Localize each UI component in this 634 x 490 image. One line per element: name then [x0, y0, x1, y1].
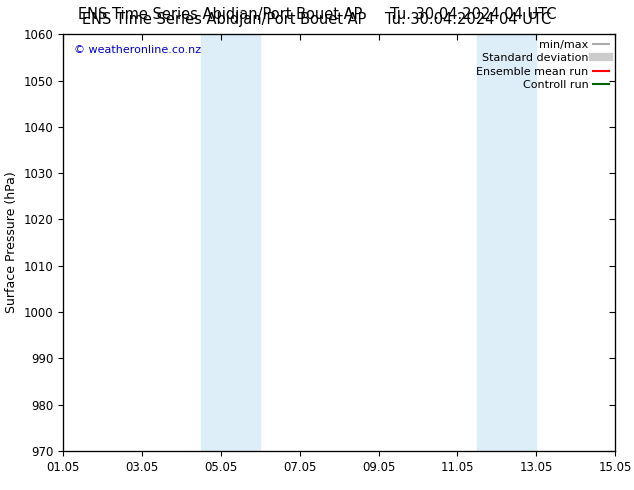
- Bar: [477, 34, 536, 451]
- Text: © weatheronline.co.nz: © weatheronline.co.nz: [74, 45, 202, 55]
- Text: ENS Time Series Abidjan/Port Bouet AP    Tu. 30.04.2024 04 UTC: ENS Time Series Abidjan/Port Bouet AP Tu…: [82, 12, 552, 27]
- Legend: min/max, Standard deviation, Ensemble mean run, Controll run: min/max, Standard deviation, Ensemble me…: [476, 40, 609, 90]
- Bar: [202, 34, 261, 451]
- Text: ENS Time Series Abidjan/Port Bouet AP      Tu. 30.04.2024 04 UTC: ENS Time Series Abidjan/Port Bouet AP Tu…: [78, 7, 556, 23]
- Y-axis label: Surface Pressure (hPa): Surface Pressure (hPa): [5, 172, 18, 314]
